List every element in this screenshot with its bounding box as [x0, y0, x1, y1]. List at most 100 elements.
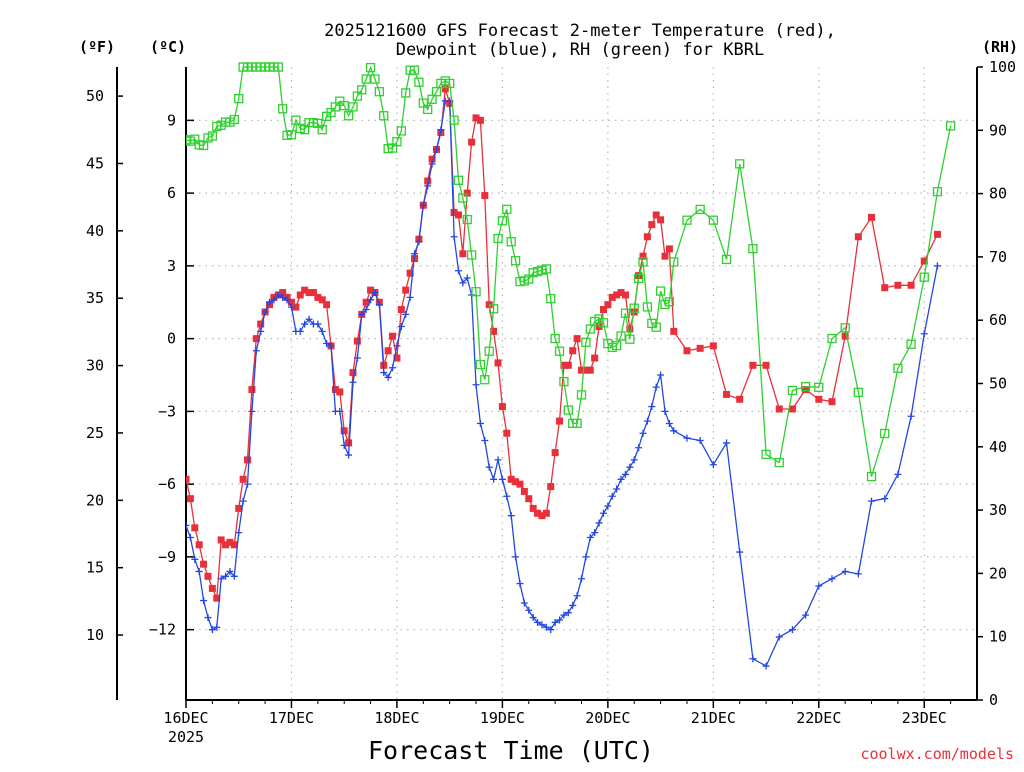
temperature-point: [450, 209, 458, 217]
temperature-point: [217, 536, 225, 544]
temperature-point: [384, 347, 392, 355]
dewpoint-point: [564, 609, 572, 617]
rh-point: [748, 244, 758, 254]
rh-tick-label: 50: [989, 375, 1007, 393]
series-line-dewpoint: [186, 100, 939, 667]
dewpoint-point: [723, 439, 731, 447]
dewpoint-point: [661, 407, 669, 415]
rh-point: [466, 250, 477, 260]
temperature-point: [534, 509, 542, 517]
rh-point: [695, 204, 705, 215]
dewpoint-point: [208, 626, 216, 634]
rh-point: [506, 237, 516, 247]
temperature-point: [248, 386, 256, 394]
dewpoint-point: [854, 570, 862, 578]
rh-point: [893, 363, 903, 373]
temperature-point: [406, 269, 414, 277]
x-tick-label: 18DEC: [374, 709, 419, 727]
temperature-point: [529, 504, 537, 512]
temperature-point: [309, 289, 317, 297]
celsius-tick-label: 9: [167, 111, 176, 129]
rh-point: [669, 257, 679, 267]
rh-point: [880, 428, 890, 439]
temperature-point: [547, 483, 555, 491]
dewpoint-point: [213, 623, 221, 631]
rh-point: [488, 304, 499, 314]
dewpoint-point: [287, 303, 295, 311]
rh-point: [392, 137, 402, 147]
rh-point: [581, 337, 591, 348]
series-line-temperature: [186, 88, 938, 599]
dewpoint-point: [556, 616, 564, 624]
rh-point: [370, 74, 380, 84]
temperature-point: [775, 405, 783, 413]
dewpoint-point: [547, 626, 555, 634]
temperature-point: [736, 395, 744, 403]
dewpoint-point: [340, 441, 348, 449]
temperature-point: [591, 354, 599, 362]
temperature-point: [441, 85, 449, 93]
dewpoint-point: [498, 475, 506, 483]
x-tick-label: 20DEC: [585, 709, 630, 727]
rh-point: [563, 405, 573, 415]
dewpoint-point: [204, 614, 212, 622]
rh-point: [278, 104, 288, 114]
temperature-point: [573, 335, 581, 343]
rh-point: [471, 287, 481, 297]
rh-point: [814, 382, 824, 392]
temperature-point: [683, 347, 691, 355]
dewpoint-point: [613, 485, 621, 493]
temperature-point: [230, 541, 238, 549]
dewpoint-point: [652, 383, 660, 391]
temperature-point: [749, 361, 757, 369]
dewpoint-point: [235, 529, 243, 537]
temperature-point: [696, 344, 704, 352]
credit-label: coolwx.com/models: [860, 745, 1014, 763]
rh-point: [229, 114, 239, 125]
rh-tick-label: 0: [989, 691, 998, 709]
rh-point: [396, 126, 406, 136]
dewpoint-point: [485, 463, 493, 471]
dewpoint-point: [274, 291, 282, 299]
rh-point: [186, 135, 191, 145]
temperature-point: [490, 327, 498, 335]
temperature-point: [520, 487, 528, 495]
rh-point: [361, 74, 371, 84]
temperature-point: [657, 216, 665, 224]
dewpoint-point: [815, 582, 823, 590]
dewpoint-point: [244, 480, 252, 488]
dewpoint-point: [222, 572, 230, 580]
rh-point: [550, 333, 560, 344]
dewpoint-point: [749, 655, 757, 663]
temperature-point: [854, 233, 862, 241]
rh-point: [598, 318, 609, 328]
temperature-point: [498, 403, 506, 411]
x-tick-label: 23DEC: [902, 709, 947, 727]
dewpoint-point: [428, 160, 436, 168]
temperature-point: [613, 291, 621, 299]
dewpoint-point: [828, 575, 836, 583]
rh-point: [379, 111, 389, 121]
dewpoint-point: [380, 369, 388, 377]
dewpoint-point: [630, 456, 638, 464]
temperature-point: [564, 361, 572, 369]
dewpoint-point: [252, 347, 260, 355]
rh-point: [932, 187, 943, 197]
rh-point: [502, 204, 512, 215]
temperature-point: [397, 306, 405, 314]
temperature-point: [599, 306, 607, 314]
rh-point: [787, 385, 798, 396]
dewpoint-point: [775, 633, 783, 641]
dewpoint-point: [371, 289, 379, 297]
temperature-point: [257, 320, 265, 328]
temperature-point: [894, 281, 902, 289]
temperature-point: [195, 541, 203, 549]
temperature-point: [507, 475, 515, 483]
temperature-point: [661, 252, 669, 260]
rh-tick-label: 100: [989, 58, 1016, 76]
dewpoint-point: [318, 327, 326, 335]
temperature-point: [525, 495, 533, 503]
temperature-point: [389, 332, 397, 340]
temperature-point: [802, 386, 810, 394]
